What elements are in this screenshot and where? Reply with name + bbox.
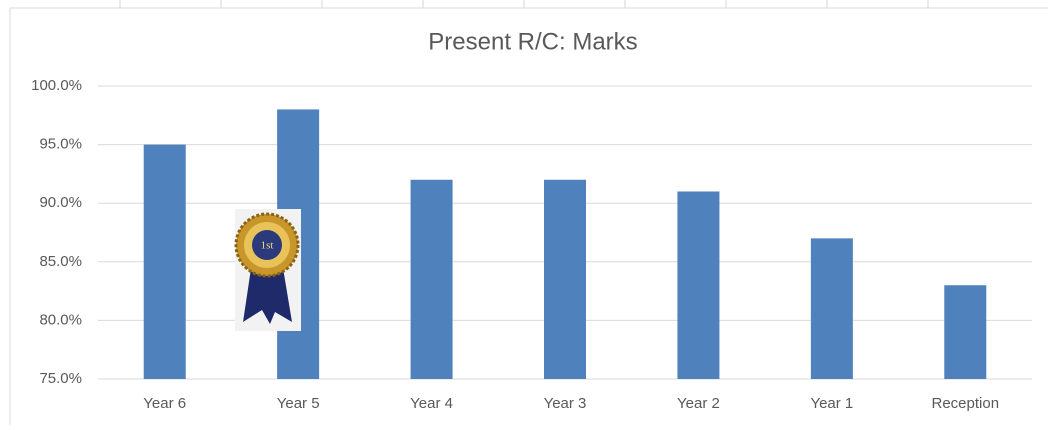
- bar: [144, 145, 186, 379]
- chart: Present R/C: Marks 75.0% 80.0% 85.0% 90.0% 9…: [0, 0, 1048, 425]
- page: Present R/C: Marks 75.0% 80.0% 85.0% 90.0% 9…: [0, 0, 1048, 425]
- y-tick-label: 85.0%: [39, 253, 82, 270]
- x-tick-label: Year 5: [277, 395, 320, 412]
- y-tick-label: 95.0%: [39, 136, 82, 153]
- bar: [411, 180, 453, 379]
- y-tick-label: 75.0%: [39, 370, 82, 387]
- y-tick-label: 100.0%: [31, 77, 82, 94]
- x-tick-label: Year 4: [410, 395, 453, 412]
- x-tick-label: Year 1: [810, 395, 853, 412]
- chart-title: Present R/C: Marks: [428, 28, 637, 55]
- award-ribbon: 1st: [235, 209, 301, 331]
- x-tick-label: Year 3: [544, 395, 587, 412]
- bar: [544, 180, 586, 379]
- medal-label: 1st: [261, 240, 274, 252]
- bar: [677, 191, 719, 379]
- bar: [811, 238, 853, 379]
- y-tick-label: 90.0%: [39, 194, 82, 211]
- x-tick-label: Year 6: [143, 395, 186, 412]
- x-tick-label: Year 2: [677, 395, 720, 412]
- y-tick-label: 80.0%: [39, 311, 82, 328]
- bar: [944, 285, 986, 379]
- x-tick-label: Reception: [932, 395, 1000, 412]
- sheet-grid: [120, 0, 928, 8]
